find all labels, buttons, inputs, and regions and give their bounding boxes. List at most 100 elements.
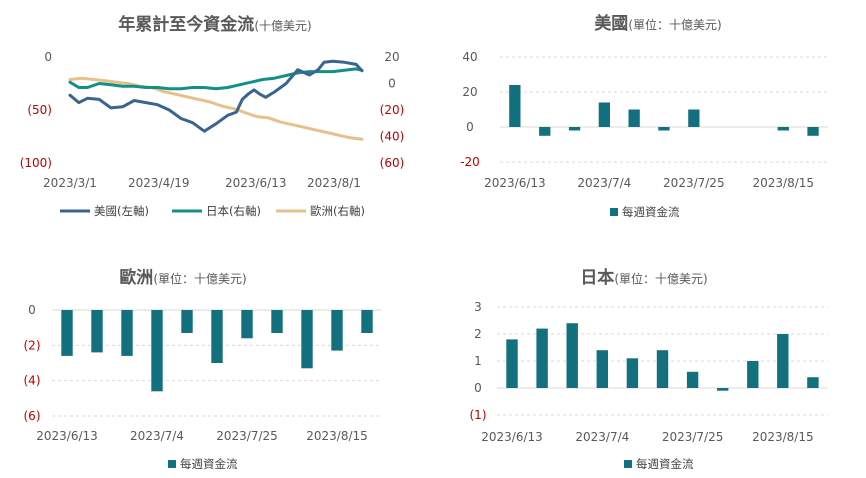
y-tick-label: 2	[474, 327, 482, 341]
right-y-tick-label: (40)	[380, 130, 405, 144]
bar	[151, 310, 163, 392]
legend-label: 每週資金流	[636, 457, 694, 471]
bar	[688, 109, 700, 127]
bar	[506, 339, 518, 388]
bar	[598, 102, 610, 127]
y-tick-label: 1	[474, 354, 482, 368]
x-tick-label: 2023/8/15	[752, 430, 814, 444]
x-tick-label: 2023/7/25	[662, 430, 724, 444]
legend-label-us: 美國(左軸)	[94, 204, 149, 218]
bar	[747, 361, 759, 388]
bar	[777, 334, 789, 388]
bar	[61, 310, 73, 356]
series-line-us	[68, 59, 364, 133]
right-y-tick-label: 20	[384, 50, 399, 64]
y-tick-label: 0	[28, 303, 36, 317]
bar	[509, 85, 521, 127]
bar	[628, 109, 640, 127]
legend-label: 每週資金流	[180, 457, 238, 471]
us-chart: 40 20 0 -20 2023/6/13 2023/7/4 2023/7/25 2023/8…	[460, 50, 828, 190]
bar	[656, 350, 669, 388]
left-y-tick-label: (100)	[20, 156, 52, 170]
x-tick-label: 2023/7/25	[663, 176, 725, 190]
x-tick-label: 2023/8/1	[307, 176, 361, 190]
bar	[241, 310, 253, 339]
x-tick-label: 2023/7/4	[130, 429, 184, 443]
y-tick-label: (2)	[24, 338, 41, 352]
x-tick-label: 2023/6/13	[36, 429, 98, 443]
bar	[777, 127, 789, 131]
europe-chart: 0 (2) (4) (6) 2023/6/13 2023/7/4 2023/7/25 2023…	[24, 303, 382, 443]
x-tick-label: 2023/6/13	[481, 430, 543, 444]
y-tick-label: (1)	[470, 408, 487, 422]
bar	[331, 310, 343, 351]
japan-chart: 3 2 1 0 (1) 2023/6/13 2023/7/4 2023/7/25 2023/8/…	[470, 300, 828, 444]
cumulative-title-sub: (十億美元)	[254, 19, 311, 33]
cumulative-title: 年累計至今資金流(十億美元)	[118, 14, 311, 35]
x-tick-label: 2023/3/1	[43, 176, 97, 190]
bar	[539, 127, 551, 136]
x-tick-label: 2023/8/15	[753, 176, 815, 190]
us-title: 美國(單位：十億美元)	[594, 13, 721, 34]
legend-label-europe: 歐洲(右軸)	[310, 204, 365, 218]
y-tick-label: (6)	[24, 409, 41, 423]
bar	[568, 127, 581, 131]
left-y-tick-label: 0	[44, 50, 52, 64]
bar	[658, 127, 670, 131]
bar	[361, 310, 373, 333]
cumulative-title-main: 年累計至今資金流	[118, 14, 254, 35]
bar	[121, 310, 133, 356]
y-tick-label: 20	[462, 85, 477, 99]
x-tick-label: 2023/7/25	[216, 429, 278, 443]
right-y-tick-label: (20)	[380, 103, 405, 117]
europe-legend: 每週資金流	[168, 457, 238, 471]
bar	[211, 310, 223, 363]
japan-legend: 每週資金流	[624, 457, 694, 471]
legend-swatch	[624, 460, 632, 468]
cumulative-legend: 美國(左軸) 日本(右軸) 歐洲(右軸)	[60, 204, 365, 218]
x-tick-label: 2023/6/13	[225, 176, 287, 190]
bar	[626, 358, 639, 388]
bar	[717, 388, 729, 391]
legend-swatch	[610, 208, 618, 216]
series-line-japan	[68, 67, 364, 91]
bar	[536, 328, 548, 388]
us-title-sub: (單位：十億美元)	[628, 17, 721, 32]
europe-title-sub: (單位：十億美元)	[153, 271, 246, 286]
x-tick-label: 2023/7/4	[575, 430, 629, 444]
y-tick-label: -20	[460, 155, 480, 169]
y-tick-label: 3	[474, 300, 482, 314]
europe-title-main: 歐洲	[119, 267, 153, 288]
bar	[807, 377, 819, 388]
bar	[807, 127, 819, 136]
y-tick-label: 0	[466, 120, 474, 134]
right-y-tick-label: 0	[388, 77, 396, 91]
left-y-tick-label: (50)	[27, 103, 52, 117]
bar	[271, 310, 283, 333]
right-y-tick-label: (60)	[380, 156, 405, 170]
bar	[596, 350, 608, 388]
bar	[181, 310, 193, 333]
japan-title: 日本(單位：十億美元)	[580, 267, 707, 288]
japan-title-sub: (單位：十億美元)	[614, 271, 707, 286]
europe-title: 歐洲(單位：十億美元)	[119, 267, 246, 288]
japan-title-main: 日本	[580, 267, 614, 288]
y-tick-label: (4)	[24, 374, 41, 388]
x-tick-label: 2023/7/4	[577, 176, 631, 190]
y-tick-label: 40	[462, 50, 477, 64]
legend-swatch	[168, 460, 176, 468]
us-legend: 每週資金流	[610, 205, 680, 219]
series-line-europe	[68, 76, 364, 141]
legend-label-japan: 日本(右軸)	[206, 204, 261, 218]
us-title-main: 美國	[594, 13, 628, 34]
bar	[91, 310, 103, 353]
bar	[686, 371, 699, 388]
bar	[301, 310, 313, 369]
x-tick-label: 2023/4/19	[128, 176, 190, 190]
cumulative-chart: 0 (50) (100) 20 0 (20) (40) (60) 2023/3/1 2023/4/…	[20, 50, 405, 190]
bar	[566, 323, 578, 388]
x-tick-label: 2023/8/15	[306, 429, 368, 443]
x-tick-label: 2023/6/13	[484, 176, 546, 190]
legend-label: 每週資金流	[622, 205, 680, 219]
